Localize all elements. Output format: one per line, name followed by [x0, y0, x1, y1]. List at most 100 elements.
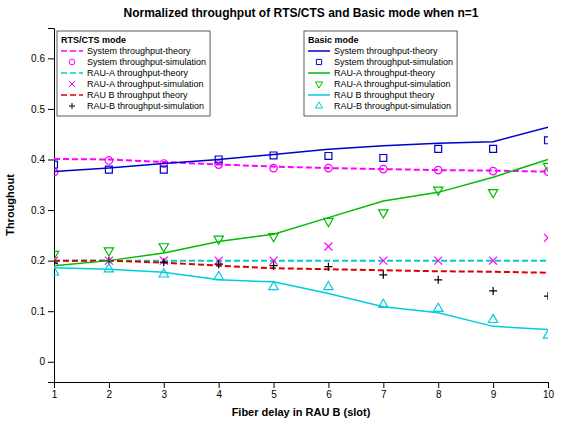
series-line — [54, 127, 548, 172]
series-point — [54, 251, 59, 259]
legend-swatch — [316, 59, 321, 64]
series-point — [104, 264, 113, 272]
y-tick-mark — [48, 261, 54, 262]
series-point — [434, 187, 443, 195]
legend-entry: RAU-A throughput-simulation — [87, 79, 204, 89]
x-tick-label: 9 — [491, 389, 497, 400]
x-tick-label: 8 — [436, 389, 442, 400]
series-point — [379, 257, 387, 265]
series-point — [379, 210, 388, 218]
legend-title: Basic mode — [308, 35, 359, 45]
series-point — [324, 242, 332, 250]
y-tick: 0.6 — [31, 53, 54, 64]
y-tick-mark — [48, 159, 54, 160]
series-point — [159, 244, 168, 252]
y-tick-label: 0.2 — [31, 255, 45, 266]
y-tick-mark — [48, 58, 54, 59]
x-tick-label: 3 — [161, 389, 167, 400]
series-point — [544, 292, 548, 300]
legend-swatch — [315, 102, 322, 108]
legend-entry: System throughput-simulation — [334, 57, 453, 67]
y-tick-mark — [48, 311, 54, 312]
series-point — [105, 157, 113, 165]
y-tick-mark — [48, 210, 54, 211]
series-point — [379, 271, 387, 279]
legend-swatch — [308, 94, 330, 96]
series-point — [104, 248, 113, 256]
x-tick: 9 — [491, 382, 497, 400]
series-point — [434, 166, 442, 174]
series-point — [324, 281, 333, 289]
y-tick-label: 0.3 — [31, 205, 45, 216]
series-line — [54, 159, 548, 265]
legend-box — [57, 31, 210, 116]
y-tick: 0 — [39, 356, 54, 367]
legend-swatch — [308, 50, 330, 52]
series-point — [543, 330, 548, 338]
x-tick: 2 — [107, 382, 113, 400]
x-tick-mark — [438, 382, 439, 388]
series-point — [434, 303, 443, 311]
x-tick: 5 — [271, 382, 277, 400]
x-axis-line — [55, 383, 549, 389]
plot-area — [54, 127, 548, 338]
series-point — [543, 163, 548, 171]
x-tick: 8 — [436, 382, 442, 400]
series-point — [214, 236, 223, 244]
y-axis: 0 0.1 0.2 0.3 0.4 0.5 0.6 — [31, 29, 54, 383]
series-point — [270, 152, 277, 159]
x-tick-mark — [548, 382, 549, 388]
x-tick-label: 2 — [107, 389, 113, 400]
series-point — [489, 287, 497, 295]
legend-entry: System throughput-simulation — [87, 57, 206, 67]
series-point — [324, 263, 332, 271]
series-point — [160, 166, 167, 173]
legend-entry: System throughput-theory — [87, 46, 191, 56]
series-point — [215, 156, 222, 163]
series-point — [545, 137, 548, 144]
legend-swatch — [308, 72, 330, 74]
series-point — [325, 164, 333, 172]
chart: 1234567891000.10.20.30.40.50.6Normalized… — [0, 0, 564, 424]
x-axis-title: Fiber delay in RAU B (slot) — [232, 406, 371, 418]
x-tick-label: 10 — [543, 389, 555, 400]
x-tick-mark — [328, 382, 329, 388]
legend-box — [304, 31, 457, 116]
y-tick-mark — [48, 362, 54, 363]
series-line — [54, 268, 548, 330]
legend-entry: RAU B throughput theory — [87, 90, 188, 100]
x-tick-label: 4 — [216, 389, 222, 400]
legend-entry: RAU-B throughput-simulation — [334, 101, 451, 111]
legend-entry: RAU-A throughput-theory — [87, 68, 189, 78]
y-tick: 0.4 — [31, 154, 54, 165]
x-tick-mark — [493, 382, 494, 388]
legend-swatch — [69, 81, 75, 87]
legend-swatch — [69, 103, 75, 109]
y-tick-label: 0.4 — [31, 154, 45, 165]
x-tick: 10 — [543, 382, 555, 400]
y-tick-label: 0.5 — [31, 104, 45, 115]
legend: Basic modeSystem throughput-theorySystem… — [304, 31, 457, 116]
legend-entry: RAU-A throughput-simulation — [334, 79, 451, 89]
series-point — [54, 267, 59, 275]
series-point — [488, 314, 497, 322]
series-point — [324, 218, 333, 226]
series-point — [160, 258, 168, 266]
series-point — [105, 166, 112, 173]
y-tick-label: 0.1 — [31, 306, 45, 317]
legend-swatch — [315, 82, 322, 88]
y-tick-label: 0.6 — [31, 53, 45, 64]
series-point — [379, 299, 388, 307]
series-line — [54, 159, 548, 172]
legend-entry: RAU-B throughput-simulation — [87, 101, 204, 111]
series-point — [214, 271, 223, 279]
legend-swatch — [61, 72, 83, 74]
legend-entry: RAU-A throughput-theory — [334, 68, 436, 78]
x-tick-mark — [274, 382, 275, 388]
series-point — [270, 262, 278, 270]
x-tick-label: 7 — [381, 389, 387, 400]
series-point — [489, 257, 497, 265]
series-point — [270, 164, 278, 172]
series-point — [269, 234, 278, 242]
series-point — [380, 165, 388, 173]
